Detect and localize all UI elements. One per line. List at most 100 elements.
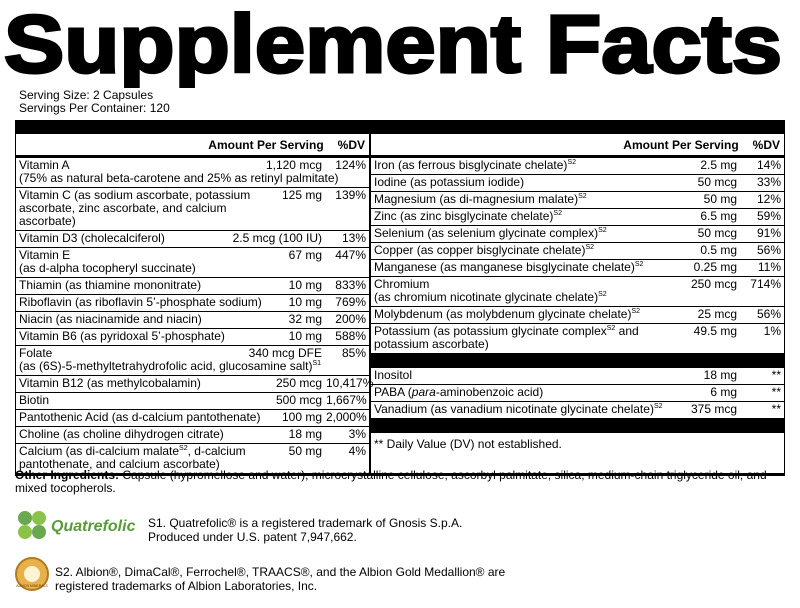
serving-size: Serving Size: 2 Capsules — [19, 88, 154, 102]
amount: 100 mg — [281, 410, 322, 424]
name-text: Manganese (as manganese bisglycinate che… — [374, 260, 635, 274]
superscript: S2 — [634, 261, 644, 268]
nutrient-name: Thiamin (as thiamine mononitrate) — [19, 279, 285, 292]
daily-value: 833% — [335, 278, 366, 292]
superscript: S2 — [553, 210, 562, 217]
daily-value: 124% — [335, 158, 366, 172]
nutrient-name: Inositol — [374, 369, 700, 382]
name-italic: para — [411, 385, 436, 399]
superscript: S2 — [598, 227, 607, 234]
nutrient-name: Niacin (as niacinamide and niacin) — [19, 313, 285, 326]
daily-value: 1% — [763, 324, 781, 338]
superscript: S2 — [598, 291, 607, 298]
amount: 340 mcg DFE — [248, 346, 322, 360]
amount: 67 mg — [288, 248, 322, 262]
footnote: S1. Quatrefolic® is a registered tradema… — [148, 516, 462, 544]
nutrient-name: Manganese (as manganese bisglycinate che… — [374, 261, 690, 274]
amount: 1,120 mcg — [265, 158, 322, 172]
other-label: Other Ingredients: — [15, 468, 120, 482]
nutrient-name: Magnesium (as di-magnesium malate)S2 — [374, 193, 700, 206]
daily-value: 33% — [756, 175, 781, 189]
nutrient-row: Riboflavin (as riboflavin 5’-phosphate s… — [16, 295, 369, 312]
nutrient-row: Zinc (as zinc bisglycinate chelate)S2 6.5… — [371, 209, 784, 226]
footnote-line: S1. Quatrefolic® is a registered tradema… — [148, 516, 463, 530]
thick-rule — [15, 120, 785, 134]
nutrient-row: Copper (as copper bisglycinate chelate)S… — [371, 243, 784, 260]
daily-value: 769% — [335, 295, 366, 309]
nutrient-name: Chromium — [374, 278, 687, 291]
daily-value: 139% — [335, 188, 366, 202]
name-text: Molybdenum (as molybdenum glycinate chel… — [374, 307, 632, 321]
daily-value: 588% — [335, 329, 366, 343]
other-text: Capsule (hypromellose and water), microc… — [15, 468, 767, 495]
amount: 6.5 mg — [700, 209, 737, 223]
nutrient-row: Thiamin (as thiamine mononitrate) 10 mg 83… — [16, 278, 369, 295]
quatrefolic-logo: Quatrefolic — [18, 511, 136, 539]
other-ingredients: Other Ingredients: Capsule (hypromellose… — [15, 469, 785, 495]
daily-value: 1,667% — [326, 393, 367, 407]
name-text: Riboflavin (as riboflavin 5’-phosphate s… — [19, 295, 262, 309]
footnote-line: Produced under U.S. patent 7,947,662. — [148, 530, 357, 544]
nutrient-row: Vanadium (as vanadium nicotinate glycina… — [371, 402, 784, 419]
nutrient-note: (as d-alpha tocopheryl succinate) — [19, 262, 366, 275]
thick-rule — [371, 354, 784, 368]
amount: 10 mg — [288, 278, 322, 292]
amount: 10 mg — [288, 329, 322, 343]
daily-value: ** — [771, 402, 781, 416]
note-text: (75% as natural beta-carotene and 25% as… — [19, 171, 339, 185]
amount: 250 mcg — [275, 376, 322, 390]
amount: 49.5 mg — [693, 324, 737, 338]
name-text: Folate — [19, 346, 53, 360]
nutrient-note: (as (6S)-5-methyltetrahydrofolic acid, g… — [19, 360, 366, 373]
label-title: Supplement Facts — [4, 0, 782, 88]
nutrient-note: (75% as natural beta-carotene and 25% as… — [19, 172, 366, 185]
nutrient-row: Iron (as ferrous bisglycinate chelate)S2… — [371, 158, 784, 175]
name-text: Vitamin D3 (cholecalciferol) — [19, 231, 165, 245]
albion-logo: ALBION MINERALS — [15, 557, 49, 591]
name-text: Iodine (as potassium iodide) — [374, 175, 525, 189]
servings-per-container: Servings Per Container: 120 — [19, 101, 170, 115]
name-text: -aminobenzoic acid) — [435, 385, 544, 399]
amount: 18 mg — [288, 427, 322, 441]
superscript: S2 — [567, 159, 576, 166]
name-text: Thiamin (as thiamine mononitrate) — [19, 278, 202, 292]
amount: 2.5 mg — [700, 158, 737, 172]
name-text: , d-calcium pantothenate, and calcium as… — [19, 444, 246, 471]
nutrient-row: Vitamin E 67 mg 447% (as d-alpha tocopheryl… — [16, 248, 369, 278]
name-text: Pantothenic Acid (as d-calcium pantothen… — [19, 410, 261, 424]
superscript: S2 — [653, 403, 663, 410]
daily-value: 2,000% — [326, 410, 367, 424]
daily-value: 714% — [750, 277, 781, 291]
name-text: Vanadium (as vanadium nicotinate glycina… — [374, 402, 654, 416]
nutrient-row: Potassium (as potassium glycinate comple… — [371, 324, 784, 354]
nutrient-name: Riboflavin (as riboflavin 5’-phosphate s… — [19, 296, 285, 309]
nutrient-name: Vitamin E — [19, 249, 285, 262]
name-text: Iron (as ferrous bisglycinate chelate) — [374, 158, 568, 172]
daily-value: 14% — [756, 158, 781, 172]
nutrient-name: Vitamin B6 (as pyridoxal 5’-phosphate) — [19, 330, 285, 343]
nutrient-row: Calcium (as di-calcium malateS2, d-calci… — [16, 444, 369, 473]
name-text: Zinc (as zinc bisglycinate chelate) — [374, 209, 554, 223]
nutrient-row: Selenium (as selenium glycinate complex)… — [371, 226, 784, 243]
name-text: Vitamin E — [19, 248, 71, 262]
nutrient-row: Pantothenic Acid (as d-calcium pantothen… — [16, 410, 369, 427]
amount: 50 mcg — [697, 175, 737, 189]
name-text: Chromium — [374, 277, 430, 291]
nutrient-name: Pantothenic Acid (as d-calcium pantothen… — [19, 411, 278, 424]
right-column: Amount Per Serving %DV Iron (as ferrous bi… — [371, 134, 784, 473]
nutrient-note: (as chromium nicotinate glycinate chelat… — [374, 291, 781, 304]
daily-value: 85% — [341, 346, 366, 360]
name-text: Inositol — [374, 368, 413, 382]
name-text: Copper (as copper bisglycinate chelate) — [374, 243, 586, 257]
amount: 2.5 mcg (100 IU) — [232, 231, 322, 245]
name-text: Vitamin A — [19, 158, 70, 172]
name-text: PABA ( — [374, 385, 412, 399]
amount: 0.25 mg — [693, 260, 737, 274]
superscript: S2 — [606, 325, 616, 332]
nutrient-row: Manganese (as manganese bisglycinate che… — [371, 260, 784, 277]
name-text: Biotin — [19, 393, 50, 407]
nutrient-name: Biotin — [19, 394, 272, 407]
daily-value: 10,417% — [326, 376, 374, 390]
daily-value: 13% — [341, 231, 366, 245]
amount: 6 mg — [710, 385, 737, 399]
